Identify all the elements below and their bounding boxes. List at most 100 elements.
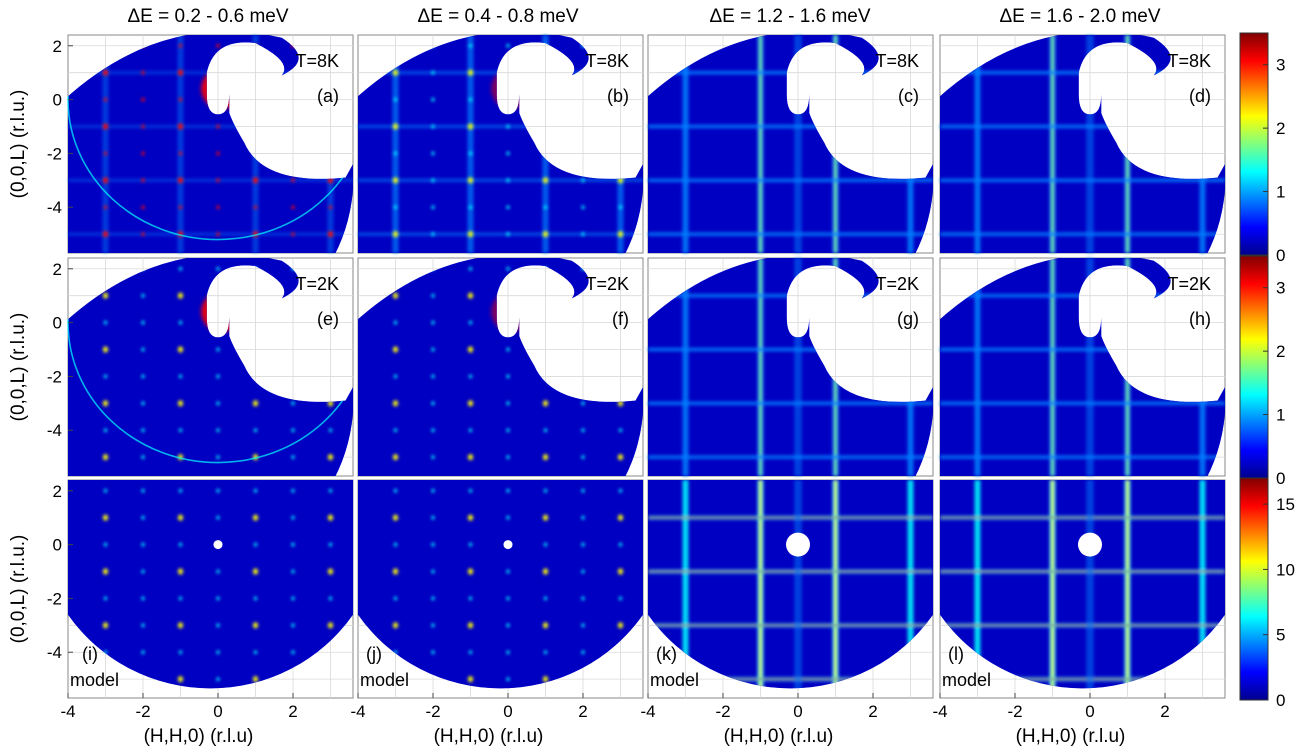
panel-g: T=2K (g) xyxy=(647,257,934,477)
y-tick-label: 2 xyxy=(53,482,62,501)
y-axis-title: (0,0,L) (r.l.u.) xyxy=(8,90,29,199)
temperature-label: T=2K xyxy=(875,274,919,294)
y-tick-label: 2 xyxy=(53,260,62,279)
model-label: model xyxy=(650,670,699,690)
panel-l: (l) model -4 -2 0 2 (H,H,0) (r.l.u) xyxy=(932,479,1226,747)
panel-label: (b) xyxy=(607,86,629,106)
x-tick-label: 0 xyxy=(1085,702,1094,721)
panel-label: (h) xyxy=(1189,309,1211,329)
colorbar-tick-label: 0 xyxy=(1276,691,1285,710)
x-tick-label: 0 xyxy=(503,702,512,721)
panel-label: (e) xyxy=(317,309,339,329)
x-tick-label: -4 xyxy=(60,702,75,721)
colorbar-row-2: 0 1 2 3 xyxy=(1239,255,1285,488)
y-tick-label: -2 xyxy=(47,144,62,163)
panel-h: T=2K (h) xyxy=(939,257,1226,477)
x-tick-label: 0 xyxy=(793,702,802,721)
panel-label: (f) xyxy=(612,309,629,329)
colorbar-tick-label: 0 xyxy=(1276,246,1285,265)
colorbar-tick-label: 3 xyxy=(1276,279,1285,298)
y-tick-label: -2 xyxy=(47,589,62,608)
intensity-map xyxy=(68,480,353,689)
model-label: model xyxy=(70,670,119,690)
intensity-map xyxy=(648,480,933,689)
panel-label: (i) xyxy=(82,644,98,664)
x-axis-title: (H,H,0) (r.l.u) xyxy=(144,726,254,747)
colorbar-tick-label: 1 xyxy=(1276,183,1285,202)
x-tick-label: -2 xyxy=(1007,702,1022,721)
y-tick-label: -4 xyxy=(47,198,62,217)
panel-label: (k) xyxy=(656,644,677,664)
x-tick-label: 2 xyxy=(578,702,587,721)
panel-d: T=8K (d) xyxy=(939,34,1226,254)
x-tick-label: -2 xyxy=(425,702,440,721)
y-axis-title: (0,0,L) (r.l.u.) xyxy=(8,313,29,422)
rod-pattern xyxy=(940,480,1225,689)
beam-stop xyxy=(786,532,810,557)
beam-stop xyxy=(213,540,223,550)
panels: T=8K(a)20-2-4(0,0,L) (r.l.u.)T=8K(b)T=8K… xyxy=(8,31,1226,747)
panel-f: T=2K (f) xyxy=(357,257,644,477)
y-tick-label: -4 xyxy=(47,643,62,662)
model-label: model xyxy=(360,670,409,690)
model-label: model xyxy=(942,670,991,690)
x-tick-label: -4 xyxy=(932,702,947,721)
x-tick-label: -2 xyxy=(135,702,150,721)
colorbar xyxy=(1239,255,1269,479)
colorbar xyxy=(1239,32,1269,256)
panel-i: (i) model 2 0 -2 -4 (0,0,L) (r.l.u.) -4 -2 0 2 (H,H… xyxy=(8,479,354,747)
temperature-label: T=8K xyxy=(295,51,339,71)
beam-stop xyxy=(1078,532,1102,557)
colorbar xyxy=(1239,477,1269,701)
colorbar-tick-label: 5 xyxy=(1276,626,1285,645)
x-tick-label: 2 xyxy=(1160,702,1169,721)
x-tick-label: -4 xyxy=(350,702,365,721)
x-tick-label: 2 xyxy=(868,702,877,721)
panel-k: (k) model -4 -2 0 2 (H,H,0) (r.l.u) xyxy=(640,479,934,747)
y-tick-label: 0 xyxy=(53,314,62,333)
x-axis-title: (H,H,0) (r.l.u) xyxy=(724,726,834,747)
column-title-4: ΔE = 1.6 - 2.0 meV xyxy=(999,6,1160,27)
y-tick-label: -2 xyxy=(47,367,62,386)
y-tick-label: 0 xyxy=(53,536,62,555)
colorbar-tick-label: 3 xyxy=(1276,56,1285,75)
rod-pattern xyxy=(648,480,933,689)
colorbar-tick-label: 2 xyxy=(1276,119,1285,138)
intensity-map xyxy=(358,480,643,689)
y-axis-title: (0,0,L) (r.l.u.) xyxy=(8,535,29,644)
colorbar-row-3: 0 5 10 15 xyxy=(1239,477,1295,710)
colorbars: 0 1 2 3 0 1 2 3 0 5 10 15 xyxy=(1239,32,1295,710)
panel-label: (l) xyxy=(948,644,964,664)
panel-b: T=8K (b) xyxy=(357,34,644,254)
column-title-2: ΔE = 0.4 - 0.8 meV xyxy=(417,6,578,27)
colorbar-row-1: 0 1 2 3 xyxy=(1239,32,1285,265)
panel-c: T=8K (c) xyxy=(647,34,934,254)
colorbar-tick-label: 15 xyxy=(1276,495,1295,514)
colorbar-tick-label: 2 xyxy=(1276,342,1285,361)
panel-label: (a) xyxy=(317,86,339,106)
spot-pattern xyxy=(102,488,334,683)
y-tick-label: 0 xyxy=(53,91,62,110)
y-tick-label: 2 xyxy=(53,37,62,56)
column-titles: ΔE = 0.2 - 0.6 meV ΔE = 0.4 - 0.8 meV ΔE =… xyxy=(127,6,1160,27)
x-axis-title: (H,H,0) (r.l.u) xyxy=(434,726,544,747)
panel-e: T=2K (e) 2 0 -2 -4 (0,0,L) (r.l.u.) xyxy=(8,254,354,477)
panel-j: (j) model -4 -2 0 2 (H,H,0) (r.l.u) xyxy=(350,479,644,747)
x-tick-label: -2 xyxy=(715,702,730,721)
x-axis-title: (H,H,0) (r.l.u) xyxy=(1016,726,1126,747)
panel-label: (d) xyxy=(1189,86,1211,106)
panel-a: T=8K (a) 2 0 -2 -4 (0,0,L) (r.l.u.) xyxy=(8,31,354,254)
temperature-label: T=8K xyxy=(875,51,919,71)
panel-label: (c) xyxy=(898,86,919,106)
temperature-label: T=2K xyxy=(585,274,629,294)
panel-label: (j) xyxy=(366,644,382,664)
x-tick-label: 2 xyxy=(288,702,297,721)
beam-stop xyxy=(503,540,513,550)
temperature-label: T=8K xyxy=(1167,51,1211,71)
panel-label: (g) xyxy=(897,309,919,329)
temperature-label: T=8K xyxy=(585,51,629,71)
temperature-label: T=2K xyxy=(1167,274,1211,294)
column-title-3: ΔE = 1.2 - 1.6 meV xyxy=(709,6,870,27)
intensity-map xyxy=(940,480,1225,689)
